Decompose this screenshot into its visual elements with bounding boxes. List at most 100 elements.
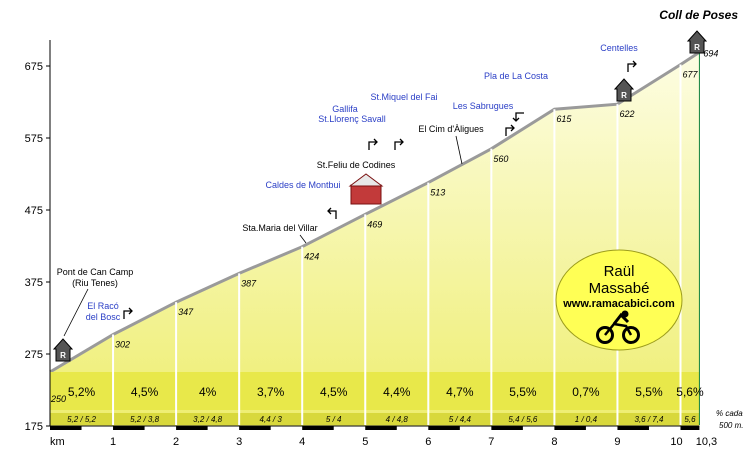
elevation-label: 513 [430, 188, 445, 198]
shelter-icon [686, 30, 708, 54]
place-label: Gallifa [332, 104, 358, 114]
gradient-band [50, 372, 700, 410]
km-ruler-block [113, 426, 145, 430]
x-tick-label: 8 [551, 436, 557, 448]
place-label: Pla de La Costa [484, 71, 548, 81]
place-label: Centelles [600, 43, 638, 53]
elevation-labels: 250 302 347 387 424 469 513 560 615 622 677 694 [50, 48, 718, 404]
place-label: St.Miquel del Fai [370, 92, 437, 102]
elevation-label: 250 [50, 394, 66, 404]
x-tick-label: 5 [362, 436, 368, 448]
turn-arrow-icon [368, 138, 378, 150]
gradient-label: 5,6% [676, 385, 704, 399]
credit-badge: Raül Massabé www.ramacabici.com [555, 249, 683, 351]
turn-arrow-icon [512, 112, 524, 122]
shelter-letter: R [621, 91, 627, 100]
x-tick-label: 4 [299, 436, 305, 448]
split-gradient-label: 5,6 [684, 415, 696, 424]
x-tick-label: 10,3 [696, 436, 717, 448]
y-tick-label: 275 [25, 349, 43, 361]
place-label: El Cim d'Àligues [418, 124, 484, 134]
x-tick-label: 10 [670, 436, 682, 448]
split-gradient-label: 4 / 4,8 [386, 415, 409, 424]
elevation-label: 302 [115, 340, 130, 350]
gradient-label: 5,5% [635, 385, 663, 399]
place-label: St.Feliu de Codines [317, 160, 396, 170]
gradient-label: 4,5% [131, 385, 159, 399]
y-tick-label: 375 [25, 277, 43, 289]
cyclist-icon [596, 310, 640, 344]
turn-arrow-icon [327, 207, 337, 219]
split-gradient-label: 3,6 / 7,4 [635, 415, 664, 424]
split-note-line1: % cada [716, 409, 743, 418]
km-ruler-block [50, 426, 82, 430]
credit-name-line2: Massabé [589, 280, 650, 297]
leader-line [299, 234, 307, 244]
place-label: Les Sabrugues [453, 101, 514, 111]
y-tick-label: 475 [25, 205, 43, 217]
church-roof-icon [348, 173, 384, 187]
split-row-fill [50, 413, 700, 425]
y-tick-label: 175 [25, 421, 43, 433]
place-label: Pont de Can Camp [57, 267, 134, 277]
split-gradient-label: 3,2 / 4,8 [193, 415, 222, 424]
km-ruler-block [176, 426, 208, 430]
place-label: St.Llorenç Savall [318, 114, 386, 124]
place-label: Caldes de Montbui [265, 180, 340, 190]
turn-arrow-icon [394, 138, 404, 150]
gradient-label: 4% [199, 385, 217, 399]
elevation-label: 560 [493, 154, 508, 164]
church-icon [350, 184, 382, 205]
x-axis-title: km [50, 436, 65, 448]
profile-area [49, 51, 701, 427]
shelter-letter: R [60, 351, 66, 360]
km-ruler-block [680, 426, 700, 430]
elevation-label: 387 [241, 278, 257, 288]
elevation-label: 615 [556, 114, 572, 124]
chart-title: Coll de Poses [659, 8, 738, 22]
axes: 175 275 375 475 575 675 km 1 2 3 4 5 6 7 8 9 10 10,3 [25, 40, 717, 448]
split-gradient-row: 5,2 / 5,2 5,2 / 3,8 3,2 / 4,8 4,4 / 3 5 / 4 4… [50, 413, 700, 425]
elevation-label: 677 [683, 70, 699, 80]
km-ruler-block [239, 426, 271, 430]
elevation-label: 469 [367, 219, 382, 229]
gradient-label: 0,7% [572, 385, 600, 399]
gradient-band-fill [50, 372, 700, 410]
x-tick-label: 2 [173, 436, 179, 448]
turn-arrow-icon [123, 307, 133, 319]
gradient-label: 5,2% [68, 385, 96, 399]
shelter-icon [52, 338, 74, 362]
split-gradient-label: 1 / 0,4 [575, 415, 598, 424]
leader-line [455, 135, 463, 165]
y-tick-label: 675 [25, 61, 43, 73]
turn-arrow-icon [505, 124, 515, 136]
km-dividers [112, 52, 700, 425]
place-label: (Riu Tenes) [72, 278, 118, 288]
split-gradient-label: 5,4 / 5,6 [508, 415, 537, 424]
x-tick-label: 3 [236, 436, 242, 448]
y-tick-label: 575 [25, 133, 43, 145]
gradient-label: 4,4% [383, 385, 411, 399]
x-tick-label: 6 [425, 436, 431, 448]
split-gradient-label: 5,2 / 3,8 [130, 415, 159, 424]
km-ruler-block [302, 426, 334, 430]
km-ruler-block [428, 426, 460, 430]
gradient-label: 4,5% [320, 385, 348, 399]
gradient-label: 5,5% [509, 385, 537, 399]
gradient-labels: 5,2% 4,5% 4% 3,7% 4,5% 4,4% 4,7% 5,5% 0,7% 5,5% 5,… [68, 385, 704, 399]
x-tick-label: 9 [614, 436, 620, 448]
elevation-label: 347 [178, 307, 194, 317]
place-label: del Bosc [86, 312, 121, 322]
split-gradient-label: 4,4 / 3 [260, 415, 283, 424]
x-tick-label: 7 [488, 436, 494, 448]
split-gradient-label: 5 / 4 [326, 415, 342, 424]
place-label: Sta.Maria del Villar [242, 223, 317, 233]
elevation-label: 622 [619, 109, 634, 119]
place-label: El Racó [87, 301, 119, 311]
km-ruler-block [617, 426, 649, 430]
credit-name-line1: Raül [604, 263, 635, 280]
split-gradient-label: 5 / 4,4 [449, 415, 472, 424]
shelter-icon [613, 78, 635, 102]
split-note-line2: 500 m. [719, 421, 743, 430]
